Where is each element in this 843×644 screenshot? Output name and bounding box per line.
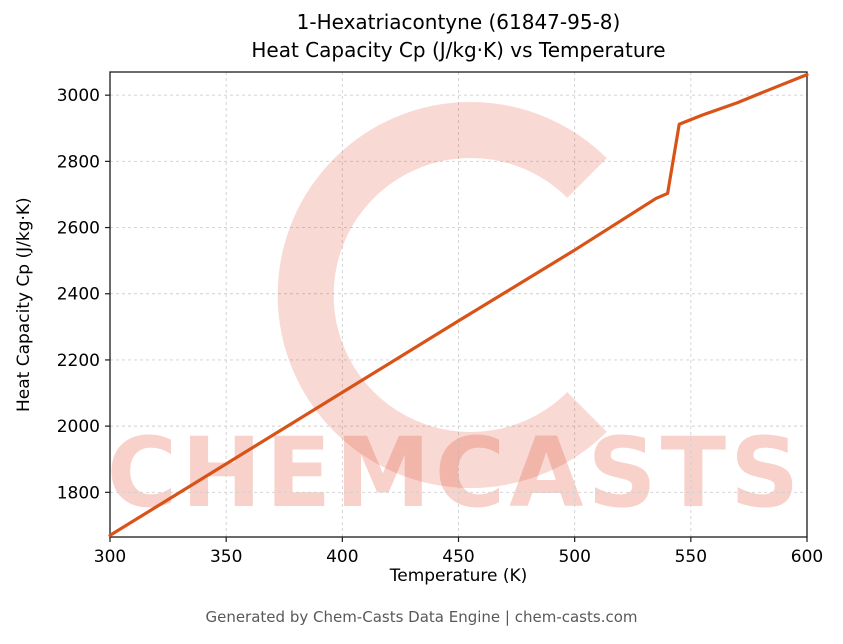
- x-tick-label: 500: [558, 547, 590, 567]
- footer-credit: Generated by Chem-Casts Data Engine | ch…: [205, 608, 638, 626]
- y-tick-label: 1800: [57, 483, 100, 503]
- y-tick-label: 2400: [57, 285, 100, 305]
- watermark-logo-icon: [277, 102, 607, 488]
- y-tick-label: 2000: [57, 417, 100, 437]
- chart-title-line2: Heat Capacity Cp (J/kg·K) vs Temperature: [251, 38, 666, 62]
- x-tick-label: 550: [675, 547, 707, 567]
- x-tick-label: 450: [442, 547, 474, 567]
- y-tick-label: 3000: [57, 86, 100, 106]
- y-tick-label: 2600: [57, 219, 100, 239]
- x-tick-label: 300: [94, 547, 126, 567]
- cp-data-line: [108, 73, 809, 537]
- x-tick-label: 400: [326, 547, 358, 567]
- x-axis-label: Temperature (K): [389, 566, 528, 586]
- chart-title-line1: 1-Hexatriacontyne (61847-95-8): [296, 10, 621, 34]
- x-tick-label: 350: [210, 547, 242, 567]
- y-tick-label: 2800: [57, 152, 100, 172]
- watermark-text: CHEMCASTS: [106, 417, 804, 529]
- y-axis-label: Heat Capacity Cp (J/kg·K): [14, 197, 34, 412]
- x-tick-label: 600: [791, 547, 823, 567]
- y-tick-label: 2200: [57, 351, 100, 371]
